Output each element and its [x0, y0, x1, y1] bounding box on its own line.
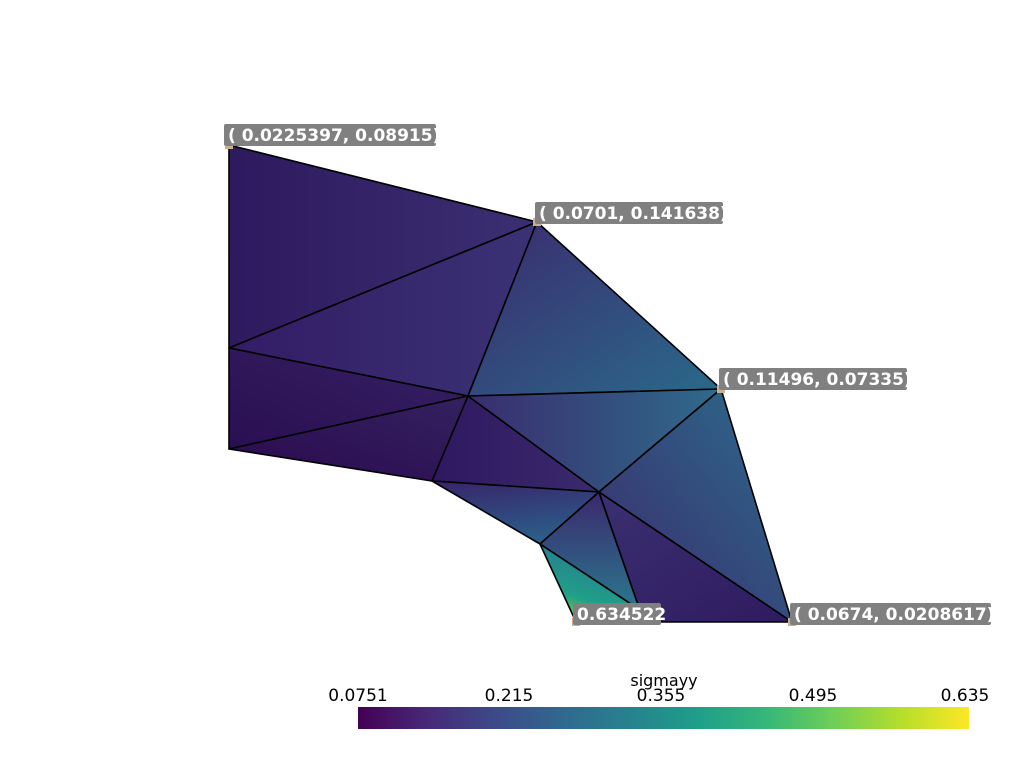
annotation-background — [535, 202, 723, 224]
annotation-label-2: ( 0.0701, 0.141638) — [535, 202, 728, 224]
colorbar-tick-label: 0.215 — [485, 686, 534, 706]
annotation-background — [790, 603, 991, 625]
colorbar-title: sigmayy — [630, 671, 697, 690]
colorbar-tick-label: 0.0751 — [328, 686, 387, 706]
annotation-text: ( 0.11496, 0.07335) — [723, 370, 912, 390]
colorbar: sigmayy 0.0751 0.215 0.355 0.495 0.635 — [328, 671, 989, 729]
annotation-text: 0.634522 — [577, 605, 666, 625]
annotation-text: ( 0.0701, 0.141638) — [539, 204, 728, 224]
mesh-element — [598, 491, 793, 623]
colorbar-tick-label: 0.355 — [637, 686, 686, 706]
annotation-background — [573, 603, 661, 625]
annotation-label-3: ( 0.11496, 0.07335) — [719, 368, 912, 390]
annotation-text: ( 0.0225397, 0.08915) — [228, 126, 440, 146]
annotation-background — [224, 124, 436, 146]
annotation-label-1: ( 0.0225397, 0.08915) — [224, 124, 440, 146]
colorbar-tick-label: 0.495 — [789, 686, 838, 706]
annotation-background — [719, 368, 907, 390]
annotation-text: ( 0.0674, 0.0208617) — [794, 605, 995, 625]
colorbar-tick-label: 0.635 — [941, 686, 990, 706]
colorbar-gradient — [358, 707, 969, 729]
annotation-label-5: ( 0.0674, 0.0208617) — [790, 603, 995, 625]
annotation-label-4: 0.634522 — [573, 603, 666, 625]
